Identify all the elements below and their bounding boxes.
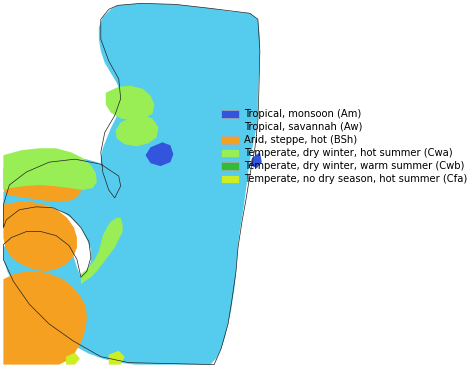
Polygon shape — [3, 202, 77, 271]
Polygon shape — [3, 271, 87, 365]
Polygon shape — [3, 3, 260, 365]
Polygon shape — [81, 218, 123, 284]
Polygon shape — [250, 152, 262, 168]
Legend: Tropical, monsoon (Am), Tropical, savannah (Aw), Arid, steppe, hot (BSh), Temper: Tropical, monsoon (Am), Tropical, savann… — [221, 109, 468, 184]
Polygon shape — [116, 116, 158, 146]
Polygon shape — [109, 351, 125, 365]
Polygon shape — [66, 353, 80, 365]
Polygon shape — [3, 159, 81, 202]
Polygon shape — [106, 86, 155, 120]
Polygon shape — [3, 148, 97, 190]
Polygon shape — [146, 142, 173, 166]
